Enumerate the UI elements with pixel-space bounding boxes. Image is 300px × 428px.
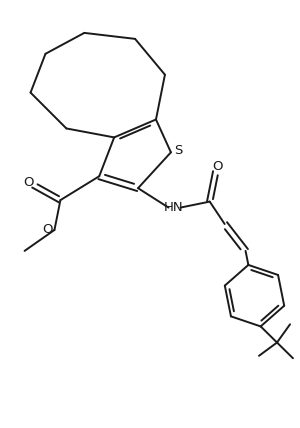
Text: O: O (23, 176, 33, 189)
Text: O: O (212, 160, 222, 173)
Text: HN: HN (164, 201, 184, 214)
Text: O: O (43, 223, 53, 237)
Text: S: S (174, 144, 183, 158)
